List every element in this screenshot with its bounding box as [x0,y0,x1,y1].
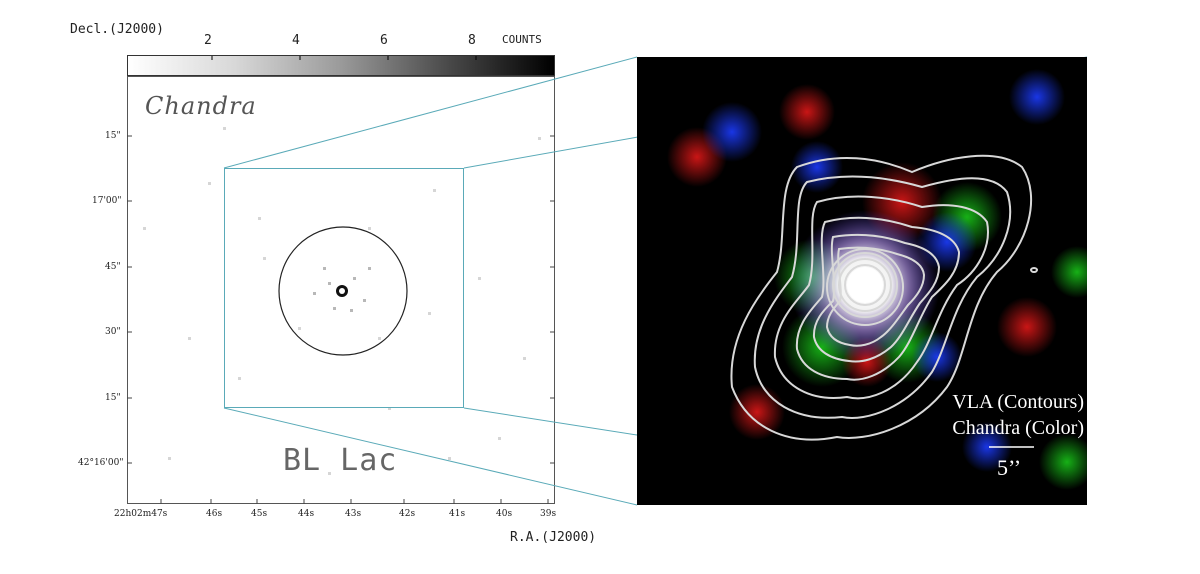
dec-tick-label: 17'00" [92,196,122,206]
colorbar-tick: 4 [292,33,300,48]
dec-axis-title: Decl.(J2000) [70,22,164,37]
chandra-image-panel [127,76,555,504]
ra-tick-label: 40s [496,509,513,519]
ra-tick-label: 39s [540,509,557,519]
vla-chandra-overlay-panel: VLA (Contours) Chandra (Color) 5’’ [637,57,1087,505]
colorbar-tick: 2 [204,33,212,48]
ra-tick-label: 41s [449,509,466,519]
vla-contours-label: VLA (Contours) [952,391,1084,413]
chandra-color-label: Chandra (Color) [952,417,1084,439]
scale-bar-label: 5’’ [997,455,1022,480]
ra-tick-label: 44s [298,509,315,519]
dec-tick-label: 15" [105,393,121,403]
ra-tick-label: 22h02m47s [114,509,168,519]
colorbar-unit-label: COUNTS [502,33,542,46]
dec-tick-label: 30" [105,327,121,337]
ra-tick-label: 43s [345,509,362,519]
ra-axis-title: R.A.(J2000) [510,530,597,545]
ra-tick-label: 46s [206,509,223,519]
dec-tick-label: 45" [105,262,121,272]
ra-tick-label: 42s [399,509,416,519]
colorbar-tick: 8 [468,33,476,48]
dec-tick-label: 42°16'00" [78,458,124,468]
ra-tick-label: 45s [251,509,268,519]
dec-tick-label: 15" [105,131,121,141]
chandra-image-content [143,127,541,475]
target-label: BL Lac [283,443,398,478]
colorbar [127,55,555,76]
zoom-region-box [224,168,464,408]
colorbar-tick: 6 [380,33,388,48]
panel-label-chandra: Chandra [145,92,257,120]
overlay-image-content [637,57,1087,505]
